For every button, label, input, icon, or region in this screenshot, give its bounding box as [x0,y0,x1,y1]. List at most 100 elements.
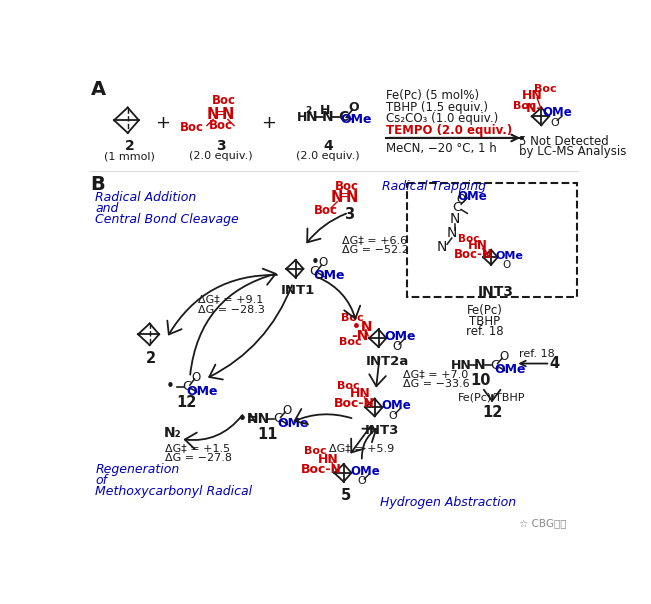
Text: Radical Trapping: Radical Trapping [382,180,486,193]
Text: Boc: Boc [339,337,361,347]
Text: INT1: INT1 [281,284,316,297]
Text: -N-: -N- [521,102,542,115]
Text: ΔG = −28.3: ΔG = −28.3 [198,304,264,315]
Text: 2: 2 [146,352,156,367]
Text: INT3: INT3 [365,424,399,437]
Text: O: O [499,350,508,363]
Text: Boc: Boc [209,119,233,132]
Text: Radical Addition: Radical Addition [95,191,197,205]
Text: Boc: Boc [212,94,236,108]
Text: 11: 11 [257,427,277,442]
Text: O: O [357,477,367,486]
Text: HN: HN [468,239,488,252]
Text: O: O [551,118,559,127]
Text: Methoxycarbonyl Radical: Methoxycarbonyl Radical [95,485,253,498]
Text: O: O [191,371,201,384]
Text: 12: 12 [482,405,503,420]
Text: ref. 18: ref. 18 [519,349,555,359]
Text: 2: 2 [305,106,312,115]
Text: N: N [322,110,333,124]
Text: and: and [95,202,118,215]
Text: ΔG‡ = +6.6: ΔG‡ = +6.6 [342,236,407,245]
Text: (2.0 equiv.): (2.0 equiv.) [296,152,359,161]
Text: 4: 4 [549,356,559,371]
Text: Boc: Boc [337,381,360,391]
Text: O: O [392,340,402,353]
Text: TBHP: TBHP [469,315,500,328]
Text: =: = [339,190,351,204]
Text: Fe(Pc) (5 mol%): Fe(Pc) (5 mol%) [386,89,479,102]
Text: N: N [221,108,234,123]
Bar [407,182,577,297]
Text: 3: 3 [344,207,353,222]
Text: ref. 18: ref. 18 [465,326,503,338]
Text: 10: 10 [470,373,491,388]
Text: H: H [297,111,307,124]
Text: OMe: OMe [494,363,526,376]
Text: ΔG = −27.8: ΔG = −27.8 [165,453,232,463]
Text: Boc: Boc [458,234,480,244]
Text: TEMPO (2.0 equiv.): TEMPO (2.0 equiv.) [386,124,512,137]
Text: HN: HN [350,387,371,400]
Text: -N: -N [352,329,369,343]
Text: INT3: INT3 [478,285,514,299]
Text: OMe: OMe [350,465,380,478]
Text: Central Bond Cleavage: Central Bond Cleavage [95,213,239,226]
Text: O: O [389,411,397,421]
Text: B: B [90,175,105,194]
Text: INT2a: INT2a [366,355,409,368]
Text: OMe: OMe [340,113,372,126]
Text: ΔG‡ = +1.5: ΔG‡ = +1.5 [165,443,230,453]
Text: 12: 12 [176,394,197,410]
Text: =N: =N [247,412,270,426]
Text: Regeneration: Regeneration [95,463,180,477]
Text: Boc-N: Boc-N [334,397,374,410]
Text: Fe(Pc)/TBHP: Fe(Pc)/TBHP [458,393,526,402]
Text: N: N [437,240,447,254]
Text: OMe: OMe [384,330,415,343]
Text: HN: HN [450,359,471,371]
Text: Boc: Boc [180,121,204,135]
Text: =: = [214,108,226,122]
Text: OMe: OMe [458,190,488,203]
Text: C: C [490,359,499,371]
Text: (1 mmol): (1 mmol) [104,152,155,161]
Text: ΔG‡ = +5.9: ΔG‡ = +5.9 [329,443,395,453]
Text: OMe: OMe [187,385,218,398]
Text: O: O [456,193,465,206]
Text: by LC-MS Analysis: by LC-MS Analysis [519,146,627,158]
Text: 5 Not Detected: 5 Not Detected [519,135,609,148]
Text: •: • [311,255,320,270]
Text: Hydrogen Abstraction: Hydrogen Abstraction [380,496,516,509]
Text: O: O [503,260,511,270]
Text: ☆ CBG资讯: ☆ CBG资讯 [519,518,567,528]
Text: Fe(Pc): Fe(Pc) [466,304,503,317]
Text: N: N [447,226,457,240]
Text: Boc: Boc [514,101,536,111]
Text: OMe: OMe [495,251,523,261]
Text: 4: 4 [323,140,333,153]
Text: N: N [207,108,219,123]
Text: HN: HN [318,452,339,466]
Text: N₂: N₂ [164,426,182,440]
Text: (2.0 equiv.): (2.0 equiv.) [189,152,253,161]
Text: C: C [452,201,462,214]
Text: •: • [166,379,175,394]
Text: MeCN, −20 °C, 1 h: MeCN, −20 °C, 1 h [386,142,497,155]
Text: 5: 5 [341,489,352,504]
Text: N: N [346,190,358,205]
Text: O: O [282,404,292,417]
Text: OMe: OMe [381,399,411,413]
Text: ΔG = −33.6: ΔG = −33.6 [403,379,469,390]
Text: N: N [306,110,317,124]
Text: ΔG‡ = +9.1: ΔG‡ = +9.1 [198,295,263,304]
Text: O: O [349,101,359,114]
Text: A: A [90,80,106,99]
Text: C: C [339,110,348,124]
Text: Boc: Boc [335,180,359,193]
Text: ΔG = −52.2: ΔG = −52.2 [342,245,409,254]
Text: C: C [273,413,282,425]
Text: H: H [320,104,331,117]
Text: OMe: OMe [314,269,345,282]
Text: Boc: Boc [314,204,337,217]
